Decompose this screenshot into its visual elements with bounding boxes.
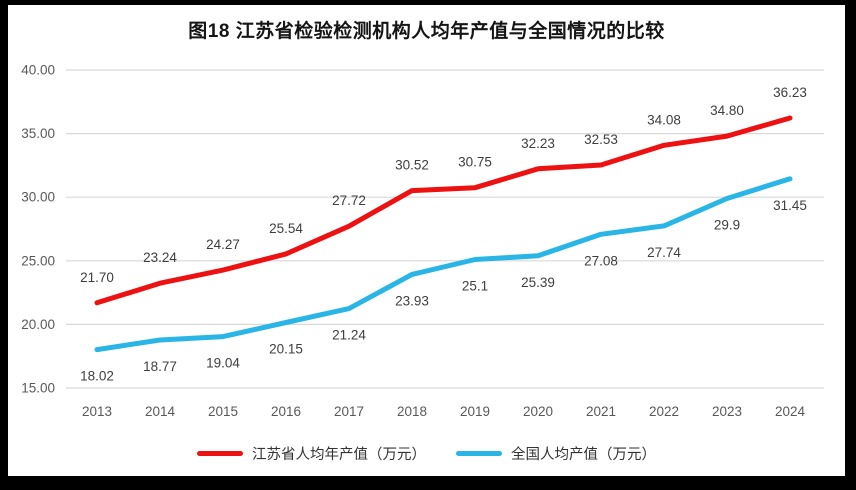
y-tick-label: 35.00 xyxy=(21,126,55,141)
data-label: 30.52 xyxy=(395,158,429,173)
x-tick-label: 2022 xyxy=(649,404,679,419)
y-tick-label: 25.00 xyxy=(21,253,55,268)
x-tick-label: 2019 xyxy=(460,404,490,419)
legend-item-national: 全国人均产值（万元） xyxy=(456,443,656,464)
x-tick-label: 2023 xyxy=(712,404,742,419)
data-label: 25.1 xyxy=(462,279,488,294)
data-label: 34.08 xyxy=(647,112,681,127)
legend-label-jiangsu: 江苏省人均年产值（万元） xyxy=(252,446,426,463)
series-line-1 xyxy=(94,176,793,353)
chart-canvas: 图18 江苏省检验检测机构人均年产值与全国情况的比较 40.00 35.00 30.… xyxy=(8,5,845,476)
x-tick-label: 2024 xyxy=(775,404,806,419)
data-label: 25.39 xyxy=(521,275,555,290)
data-label: 29.9 xyxy=(714,218,740,233)
data-label: 24.27 xyxy=(206,237,240,252)
data-label: 27.08 xyxy=(584,253,618,268)
data-label: 20.15 xyxy=(269,342,303,357)
y-tick-label: 20.00 xyxy=(21,317,55,332)
y-tick-label: 15.00 xyxy=(21,381,55,396)
data-label: 19.04 xyxy=(206,356,240,371)
x-tick-label: 2017 xyxy=(334,404,364,419)
data-label: 23.93 xyxy=(395,293,429,308)
series-line-0 xyxy=(94,115,793,306)
x-tick-label: 2020 xyxy=(523,404,553,419)
data-label: 27.74 xyxy=(647,245,681,260)
legend-label-national: 全国人均产值（万元） xyxy=(511,446,656,463)
x-tick-label: 2016 xyxy=(271,404,301,419)
data-label: 32.53 xyxy=(584,132,618,147)
x-tick-label: 2013 xyxy=(82,404,112,419)
data-label: 34.80 xyxy=(710,103,744,118)
data-label: 21.24 xyxy=(332,328,366,343)
data-label: 36.23 xyxy=(773,85,807,100)
y-tick-label: 30.00 xyxy=(21,190,55,205)
data-label: 31.45 xyxy=(773,198,807,213)
data-label: 25.54 xyxy=(269,221,303,236)
data-label: 21.70 xyxy=(80,270,114,285)
legend-swatch-jiangsu-line xyxy=(197,450,243,456)
legend-swatch-national-line xyxy=(456,450,502,456)
x-tick-label: 2018 xyxy=(397,404,427,419)
x-tick-label: 2015 xyxy=(208,404,238,419)
y-tick-label: 40.00 xyxy=(21,63,55,78)
x-tick-label: 2014 xyxy=(145,404,176,419)
plot-area: 40.00 35.00 30.00 25.00 20.00 15.00 2013 2014 20… xyxy=(21,63,824,419)
legend-item-jiangsu: 江苏省人均年产值（万元） xyxy=(197,443,426,464)
data-label: 27.72 xyxy=(332,193,366,208)
data-label: 32.23 xyxy=(521,136,555,151)
data-label: 23.24 xyxy=(143,250,177,265)
data-label: 18.02 xyxy=(80,369,114,384)
chart-title: 图18 江苏省检验检测机构人均年产值与全国情况的比较 xyxy=(188,21,665,42)
x-tick-label: 2021 xyxy=(586,404,616,419)
data-label: 18.77 xyxy=(143,359,177,374)
legend: 江苏省人均年产值（万元） 全国人均产值（万元） xyxy=(8,443,845,463)
data-label: 30.75 xyxy=(458,155,492,170)
